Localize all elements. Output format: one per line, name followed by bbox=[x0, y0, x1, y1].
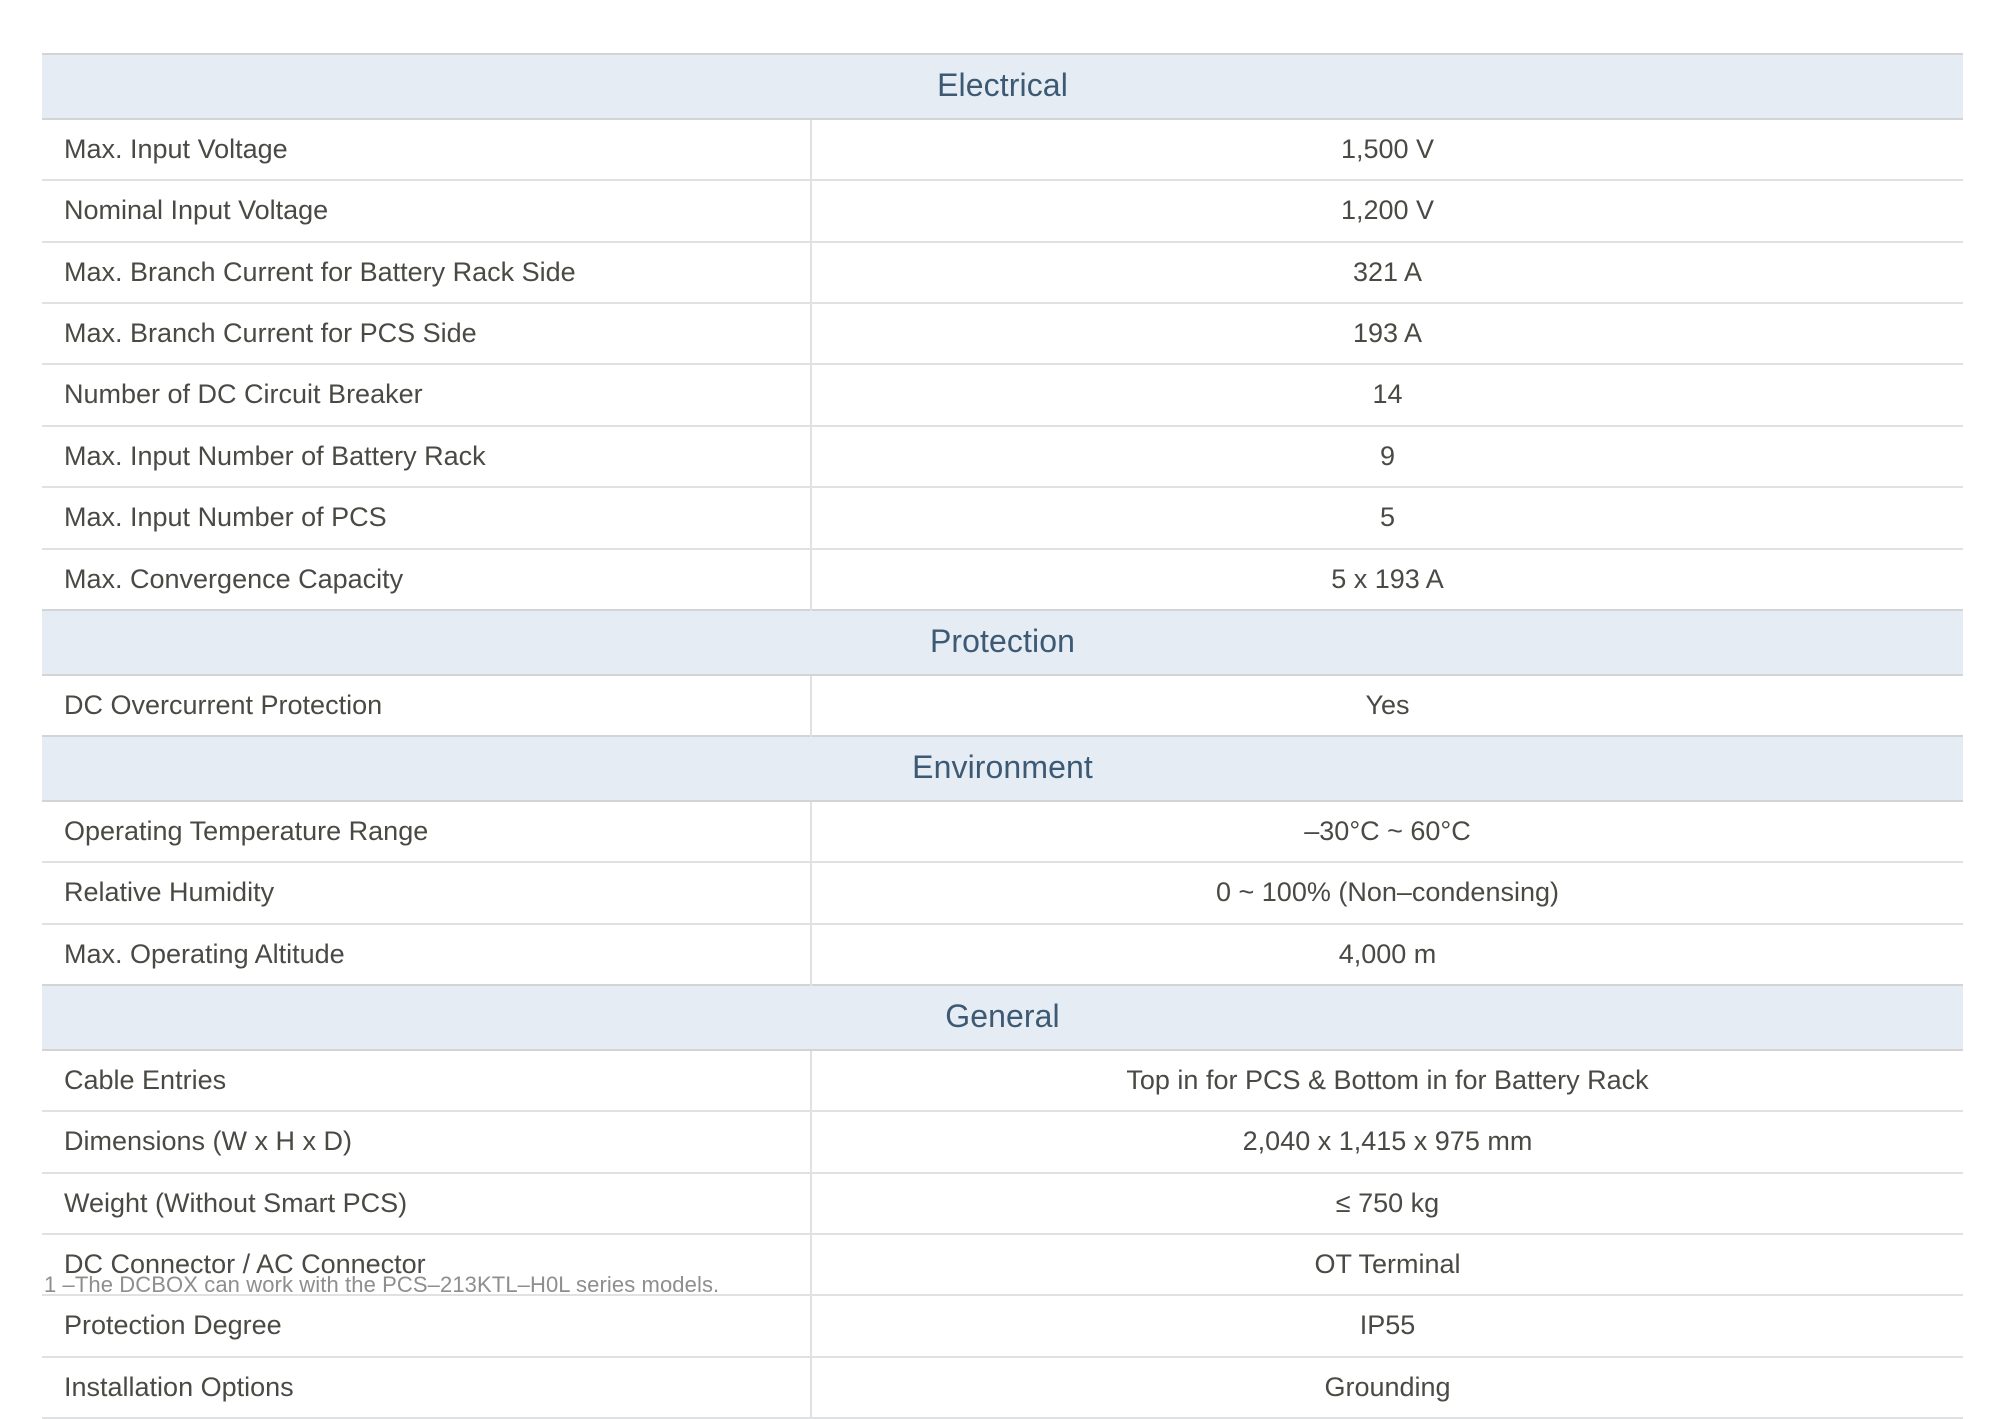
spec-row: Number of DC Circuit Breaker 14 bbox=[42, 364, 1963, 427]
spec-row-value: 0 ~ 100% (Non–condensing) bbox=[811, 862, 1963, 925]
section-header-row: General bbox=[42, 984, 1963, 1051]
spec-row: Max. Operating Altitude 4,000 m bbox=[42, 923, 1963, 986]
section-title: General bbox=[42, 984, 1963, 1051]
specification-table-body: Electrical Max. Input Voltage 1,500 V Nomin… bbox=[42, 53, 1963, 1419]
spec-row-value: ≤ 750 kg bbox=[811, 1172, 1963, 1236]
spec-row-value: 1,200 V bbox=[811, 180, 1963, 243]
spec-row: Max. Input Number of Battery Rack 9 bbox=[42, 425, 1963, 489]
spec-row: DC Connector / AC Connector OT Terminal bbox=[42, 1234, 1963, 1297]
section-title: Electrical bbox=[42, 53, 1963, 120]
spec-row-label: Dimensions (W x H x D) bbox=[42, 1111, 812, 1174]
spec-row: Relative Humidity 0 ~ 100% (Non–condensin… bbox=[42, 862, 1963, 925]
spec-row-label: Max. Branch Current for Battery Rack Sid… bbox=[42, 241, 812, 304]
spec-row: Cable Entries Top in for PCS & Bottom in … bbox=[42, 1049, 1963, 1113]
specification-table: Electrical Max. Input Voltage 1,500 V Nomin… bbox=[42, 53, 1963, 1419]
spec-row: Max. Input Voltage 1,500 V bbox=[42, 118, 1963, 182]
spec-row-label: DC Connector / AC Connector bbox=[42, 1234, 812, 1297]
spec-row: Protection Degree IP55 bbox=[42, 1295, 1963, 1358]
spec-row-label: Max. Branch Current for PCS Side bbox=[42, 302, 812, 366]
section-header-row: Environment bbox=[42, 735, 1963, 802]
section-header-row: Protection bbox=[42, 608, 1963, 676]
spec-row-value: 4,000 m bbox=[811, 923, 1963, 986]
spec-row-label: DC Overcurrent Protection bbox=[42, 674, 812, 737]
spec-row: Installation Options Grounding bbox=[42, 1356, 1963, 1419]
section-title: Protection bbox=[42, 608, 1963, 676]
spec-row-value: Yes bbox=[811, 674, 1963, 737]
spec-row-label: Weight (Without Smart PCS) bbox=[42, 1172, 812, 1236]
spec-row-label: Cable Entries bbox=[42, 1049, 812, 1113]
section-header-row: Electrical bbox=[42, 53, 1963, 120]
spec-row-value: 5 bbox=[811, 487, 1963, 550]
spec-row-value: 1,500 V bbox=[811, 118, 1963, 182]
spec-row: Max. Branch Current for PCS Side 193 A bbox=[42, 302, 1963, 366]
spec-row-label: Operating Temperature Range bbox=[42, 800, 812, 864]
spec-row-value: 2,040 x 1,415 x 975 mm bbox=[811, 1111, 1963, 1174]
spec-row-value: 5 x 193 A bbox=[811, 548, 1963, 610]
spec-row-value: 9 bbox=[811, 425, 1963, 489]
spec-row-label: Max. Input Voltage bbox=[42, 118, 812, 182]
spec-row-label: Max. Input Number of PCS bbox=[42, 487, 812, 550]
spec-row-label: Nominal Input Voltage bbox=[42, 180, 812, 243]
spec-row: Max. Convergence Capacity 5 x 193 A bbox=[42, 548, 1963, 610]
spec-row: Operating Temperature Range –30°C ~ 60°C bbox=[42, 800, 1963, 864]
spec-row-value: Grounding bbox=[811, 1356, 1963, 1419]
spec-row: Max. Branch Current for Battery Rack Sid… bbox=[42, 241, 1963, 304]
spec-row-label: Installation Options bbox=[42, 1356, 812, 1419]
specification-table-container: Electrical Max. Input Voltage 1,500 V Nomin… bbox=[42, 53, 1963, 1419]
spec-row-value: 193 A bbox=[811, 302, 1963, 366]
footnote-text: 1 –The DCBOX can work with the PCS–213KT… bbox=[44, 1272, 720, 1297]
section-title: Environment bbox=[42, 735, 1963, 802]
spec-row: Nominal Input Voltage 1,200 V bbox=[42, 180, 1963, 243]
spec-row-value: 14 bbox=[811, 364, 1963, 427]
spec-row-label: Max. Operating Altitude bbox=[42, 923, 812, 986]
spec-row: Dimensions (W x H x D) 2,040 x 1,415 x 97… bbox=[42, 1111, 1963, 1174]
spec-row-value: –30°C ~ 60°C bbox=[811, 800, 1963, 864]
spec-row-label: Protection Degree bbox=[42, 1295, 812, 1358]
spec-row-label: Max. Convergence Capacity bbox=[42, 548, 812, 610]
spec-row-label: Relative Humidity bbox=[42, 862, 812, 925]
spec-row-label: Max. Input Number of Battery Rack bbox=[42, 425, 812, 489]
spec-row: Max. Input Number of PCS 5 bbox=[42, 487, 1963, 550]
spec-row: Weight (Without Smart PCS) ≤ 750 kg bbox=[42, 1172, 1963, 1236]
spec-row-value: OT Terminal bbox=[811, 1234, 1963, 1297]
spec-row-label: Number of DC Circuit Breaker bbox=[42, 364, 812, 427]
spec-row-value: Top in for PCS & Bottom in for Battery R… bbox=[811, 1049, 1963, 1113]
specification-page: Electrical Max. Input Voltage 1,500 V Nomin… bbox=[42, 53, 1963, 1419]
spec-row: DC Overcurrent Protection Yes bbox=[42, 674, 1963, 737]
spec-row-value: 321 A bbox=[811, 241, 1963, 304]
spec-row-value: IP55 bbox=[811, 1295, 1963, 1358]
